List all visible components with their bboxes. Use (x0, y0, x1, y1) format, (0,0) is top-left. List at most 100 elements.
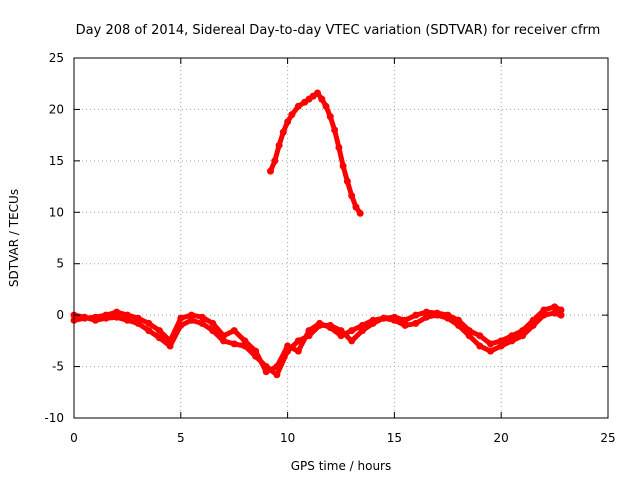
data-point (145, 327, 153, 335)
data-point (348, 327, 356, 335)
y-tick-label: 15 (49, 154, 64, 168)
data-point (433, 309, 441, 317)
data-point (519, 327, 527, 335)
data-point (380, 314, 388, 322)
data-point (294, 347, 302, 355)
data-point (401, 321, 409, 329)
data-point (102, 314, 110, 322)
data-point (348, 192, 356, 200)
data-point (343, 177, 351, 185)
data-point (198, 313, 206, 321)
y-tick-label: 20 (49, 102, 64, 116)
data-point (487, 340, 494, 348)
data-point (273, 371, 281, 379)
data-point (352, 203, 360, 211)
data-point (412, 319, 420, 327)
data-point (155, 334, 163, 342)
data-point (284, 118, 292, 126)
data-point (220, 337, 227, 345)
data-point (412, 311, 420, 319)
data-point (294, 102, 302, 110)
data-point (262, 363, 270, 371)
y-tick-label: -5 (52, 360, 64, 374)
data-point (339, 162, 347, 170)
data-point (557, 311, 565, 319)
y-tick-label: 10 (49, 205, 64, 219)
data-point (188, 311, 195, 319)
data-point (252, 352, 260, 360)
data-point (476, 342, 484, 350)
data-point (230, 340, 238, 348)
data-point (177, 314, 185, 322)
data-point (241, 342, 249, 350)
y-tick-label: -10 (44, 411, 64, 425)
data-point (134, 319, 142, 327)
data-point (358, 327, 366, 335)
series-line-peak-track (268, 90, 363, 216)
x-tick-label: 10 (280, 431, 295, 445)
y-tick-label: 5 (56, 257, 64, 271)
data-point (455, 316, 462, 324)
data-point (267, 167, 274, 175)
data-point (422, 313, 430, 321)
data-point (305, 332, 313, 340)
x-tick-label: 15 (387, 431, 402, 445)
data-point (209, 319, 217, 327)
data-point (91, 316, 99, 324)
data-point (551, 309, 559, 317)
data-point (241, 337, 249, 345)
data-point (422, 308, 430, 316)
data-point (540, 306, 548, 314)
data-point (476, 332, 484, 340)
series-line-low-track-b (71, 304, 564, 378)
data-point (318, 95, 326, 103)
data-point (326, 113, 334, 121)
data-point (288, 111, 296, 119)
y-tick-label: 0 (56, 308, 64, 322)
data-point (166, 342, 174, 350)
data-point (314, 89, 321, 97)
data-point (275, 141, 283, 149)
data-point (557, 306, 565, 314)
y-axis-ticks: -10 -5 0 5 10 15 20 25 (44, 51, 608, 425)
data-point (369, 319, 377, 327)
data-point (271, 157, 279, 165)
data-point (177, 321, 185, 329)
data-point (134, 314, 142, 322)
data-point (497, 342, 505, 350)
data-point (335, 144, 343, 151)
data-series (70, 89, 565, 379)
data-point (497, 337, 505, 345)
data-point (279, 128, 287, 136)
data-point (401, 316, 409, 324)
x-axis-ticks: 0 5 10 15 20 25 (70, 58, 616, 445)
data-point (390, 313, 398, 321)
data-point (316, 321, 324, 329)
data-point (331, 126, 339, 134)
data-point (123, 311, 131, 319)
x-tick-label: 25 (600, 431, 615, 445)
chart-title: Day 208 of 2014, Sidereal Day-to-day VTE… (76, 23, 601, 38)
y-tick-label: 25 (49, 51, 64, 65)
data-point (113, 308, 121, 316)
data-point (209, 327, 217, 335)
data-point (508, 332, 516, 340)
data-point (123, 316, 131, 324)
data-point (81, 313, 89, 321)
data-point (198, 319, 206, 327)
x-tick-label: 5 (177, 431, 185, 445)
data-point (444, 311, 452, 319)
x-tick-label: 0 (70, 431, 78, 445)
data-point (356, 209, 364, 217)
data-point (487, 347, 494, 355)
data-point (294, 337, 302, 345)
y-axis-title: SDTVAR / TECUs (7, 189, 21, 287)
data-point (322, 102, 330, 110)
data-point (284, 347, 292, 355)
data-point (465, 327, 473, 335)
data-point (337, 327, 345, 335)
data-point (326, 321, 334, 329)
plot-frame (73, 57, 609, 419)
data-point (155, 327, 163, 335)
